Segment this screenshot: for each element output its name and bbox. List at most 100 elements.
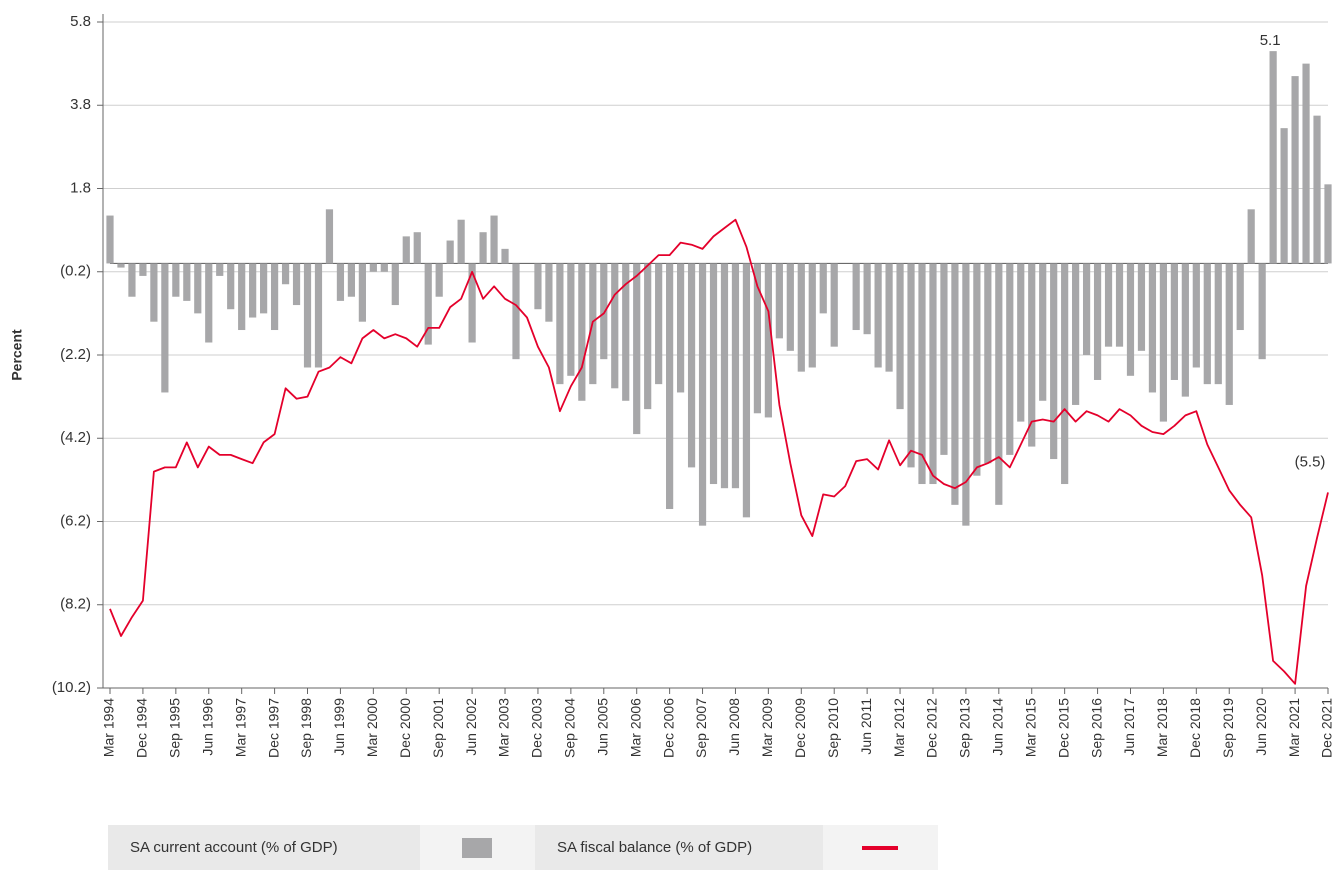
data-label: 5.1 — [1260, 32, 1281, 49]
bar — [1159, 263, 1168, 422]
legend-swatch — [462, 838, 492, 858]
bar — [698, 263, 707, 526]
x-tick-label: Dec 2015 — [1055, 698, 1071, 758]
bar — [183, 263, 191, 301]
x-tick-label: Dec 2018 — [1187, 698, 1203, 758]
x-tick-label: Dec 2000 — [397, 698, 413, 758]
x-tick-label: Jun 2005 — [594, 698, 610, 756]
bar — [424, 263, 432, 345]
y-tick-label: 1.8 — [70, 179, 91, 196]
x-tick-label: Dec 2003 — [529, 698, 545, 758]
bar — [325, 209, 334, 264]
y-tick-label: (10.2) — [52, 679, 91, 696]
x-tick-label: Dec 1994 — [134, 698, 150, 758]
bar — [1302, 63, 1310, 264]
bar — [1225, 263, 1233, 405]
bar — [413, 232, 421, 264]
y-tick-label: (2.2) — [60, 346, 91, 363]
bar — [336, 263, 345, 301]
x-tick-label: Jun 2008 — [726, 698, 742, 756]
y-axis-title: Percent — [9, 329, 25, 381]
bar — [292, 263, 301, 306]
x-tick-label: Mar 2015 — [1022, 698, 1038, 757]
bar — [227, 263, 235, 310]
bar — [600, 263, 608, 360]
bar — [402, 236, 410, 264]
bar — [808, 263, 816, 368]
bar — [633, 263, 641, 435]
bar — [457, 219, 465, 264]
bar — [666, 263, 674, 510]
bar — [885, 263, 893, 372]
x-tick-label: Sep 2007 — [693, 698, 709, 758]
x-tick-label: Jun 2020 — [1253, 698, 1269, 756]
x-tick-label: Sep 2019 — [1220, 698, 1236, 758]
bar — [205, 263, 213, 343]
bar — [1258, 263, 1266, 360]
bar — [973, 263, 981, 476]
bar — [863, 263, 871, 335]
x-tick-label: Dec 1997 — [265, 698, 281, 758]
data-label: (5.5) — [1295, 453, 1326, 470]
bar — [786, 263, 794, 351]
bar — [984, 263, 992, 464]
bar — [1072, 263, 1080, 405]
legend-cell — [535, 825, 823, 870]
bar — [468, 263, 476, 343]
bar — [918, 263, 926, 485]
bar — [1170, 263, 1178, 380]
bar — [172, 263, 180, 297]
x-tick-label: Jun 2017 — [1121, 698, 1137, 756]
y-tick-label: (8.2) — [60, 596, 91, 613]
bar — [1181, 263, 1189, 397]
bar — [764, 263, 772, 418]
bar — [644, 263, 652, 410]
bar — [281, 263, 290, 285]
x-tick-label: Mar 2006 — [627, 698, 643, 757]
bar — [940, 263, 948, 455]
x-tick-label: Mar 2009 — [759, 698, 775, 757]
x-tick-label: Sep 1995 — [167, 698, 183, 758]
bar — [676, 263, 685, 393]
bar — [380, 263, 388, 272]
bar — [391, 263, 399, 306]
bar — [896, 263, 904, 410]
x-tick-label: Sep 2001 — [430, 698, 446, 758]
x-tick-label: Sep 1998 — [298, 698, 314, 758]
bar — [1093, 263, 1102, 380]
bar — [534, 263, 542, 310]
bar — [1082, 263, 1091, 355]
bar — [161, 263, 169, 393]
bar — [720, 263, 729, 489]
y-tick-label: (0.2) — [60, 263, 91, 280]
x-tick-label: Mar 1994 — [101, 698, 117, 757]
y-tick-label: (6.2) — [60, 512, 91, 529]
bar — [578, 263, 586, 401]
line — [109, 218, 1329, 685]
bar — [238, 263, 246, 331]
bar — [117, 263, 125, 268]
bar — [742, 263, 751, 518]
y-tick-label: (4.2) — [60, 429, 91, 446]
bar — [512, 263, 520, 360]
bar — [622, 263, 630, 401]
bar — [753, 263, 762, 414]
bar — [874, 263, 882, 368]
bar — [1214, 263, 1222, 385]
bar — [1236, 263, 1244, 331]
x-tick-label: Dec 2012 — [924, 698, 940, 758]
bar — [655, 263, 663, 385]
y-tick-label: 3.8 — [70, 96, 91, 113]
bar — [1104, 263, 1113, 347]
bar — [1148, 263, 1157, 393]
x-tick-label: Mar 1997 — [232, 698, 248, 757]
bar — [128, 263, 136, 297]
bar — [929, 263, 937, 485]
bar — [1039, 263, 1047, 401]
x-tick-label: Sep 2010 — [825, 698, 841, 758]
bar — [139, 263, 147, 276]
legend-label: SA fiscal balance (% of GDP) — [557, 839, 752, 856]
bar — [303, 263, 312, 368]
x-tick-label: Sep 2004 — [562, 698, 578, 758]
